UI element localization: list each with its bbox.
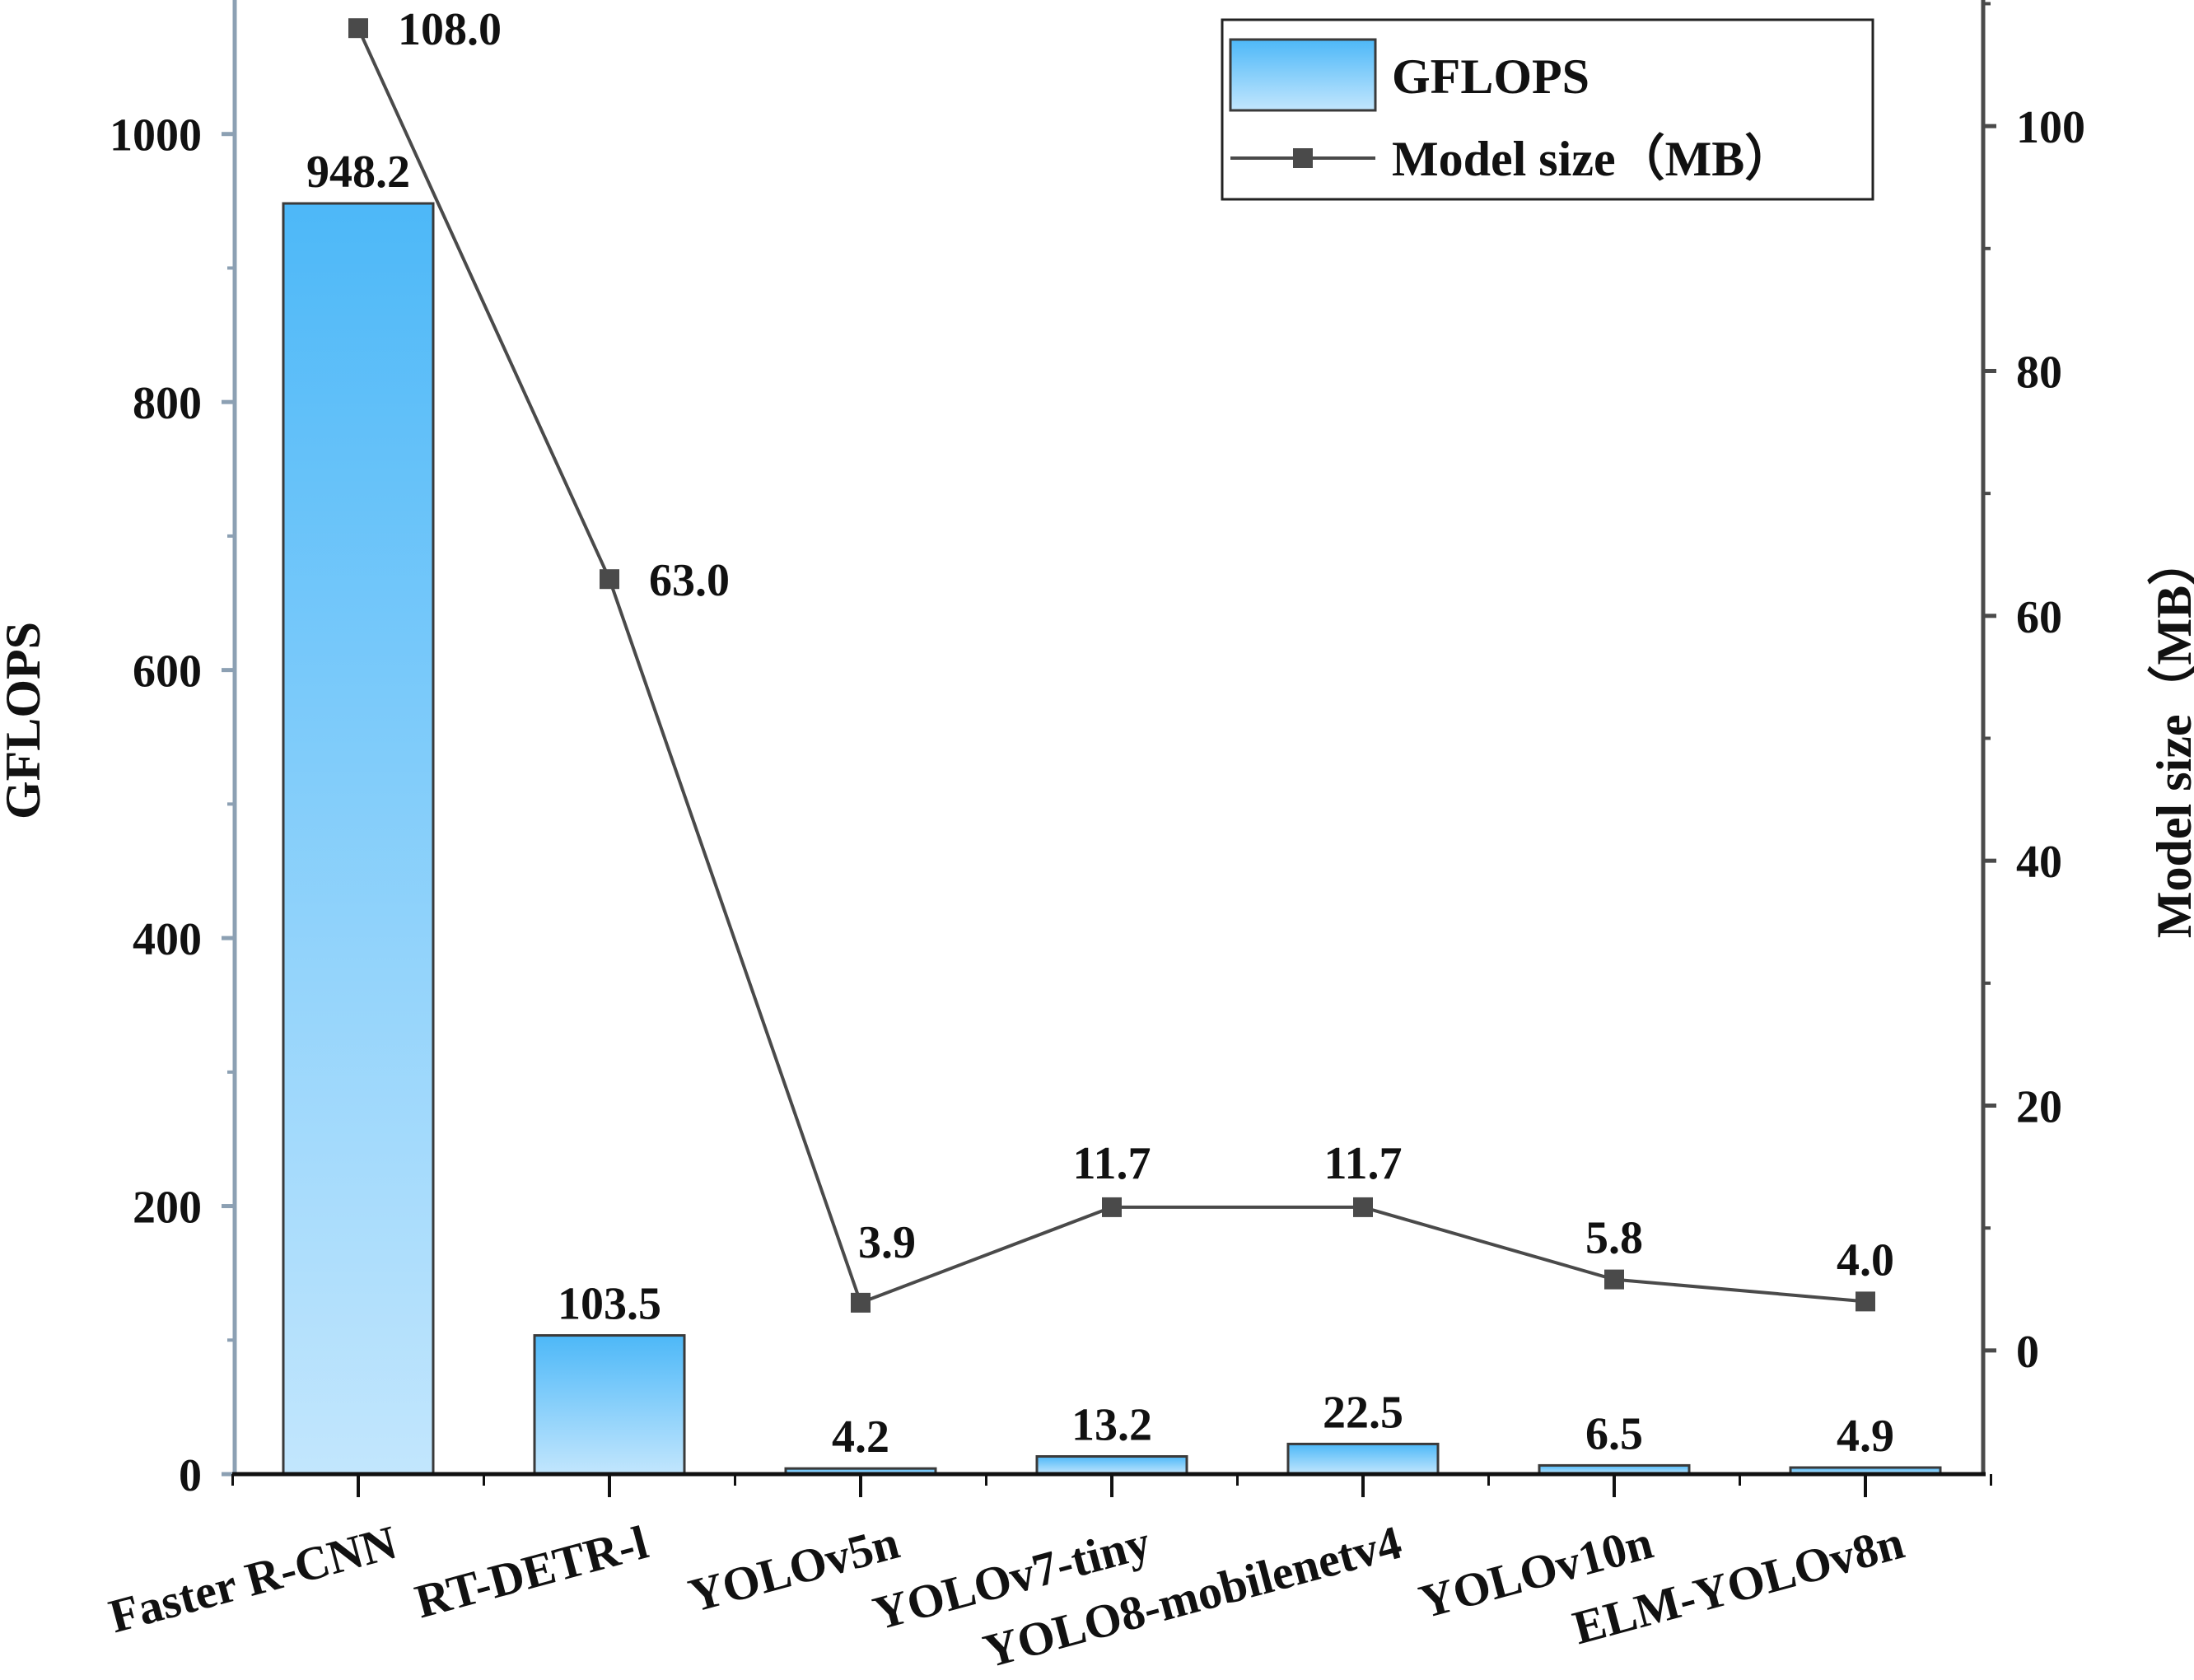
category-label-3: YOLOv5n — [683, 1515, 904, 1622]
bar-value-label-6: 6.5 — [1585, 1408, 1643, 1459]
line-point-2 — [600, 569, 619, 590]
left-tick-label-6: 1000 — [110, 110, 202, 161]
bar-1 — [282, 202, 435, 1476]
legend: GFLOPS Model size（MB） — [1221, 18, 1874, 201]
right-tick-label-2: 20 — [2016, 1082, 2062, 1133]
line-point-1 — [348, 18, 368, 39]
left-tick-label-4: 600 — [133, 646, 202, 698]
bar-value-label-7: 4.9 — [1837, 1411, 1894, 1462]
bar-4 — [1035, 1455, 1188, 1476]
line-point-7 — [1856, 1291, 1875, 1312]
right-tick-label-5: 80 — [2016, 347, 2062, 398]
left-tick-label-1: 0 — [179, 1450, 202, 1501]
y2-axis-title: Model size（MB） — [2146, 536, 2194, 938]
bar-value-label-2: 103.5 — [558, 1279, 661, 1330]
line-point-4 — [1102, 1197, 1122, 1217]
line-value-label-5: 11.7 — [1324, 1138, 1403, 1189]
line-value-label-2: 63.0 — [649, 555, 730, 606]
line-value-label-7: 4.0 — [1837, 1234, 1894, 1286]
line-point-6 — [1604, 1269, 1624, 1290]
line-value-label-1: 108.0 — [398, 4, 502, 55]
y-axis-title: GFLOPS — [0, 622, 50, 819]
legend-swatch-marker — [1293, 148, 1313, 168]
right-tick-label-3: 40 — [2016, 837, 2062, 888]
bar-value-label-1: 948.2 — [306, 147, 410, 198]
category-label-1: Faster R-CNN — [104, 1515, 403, 1644]
bar-5 — [1286, 1442, 1440, 1476]
legend-swatch-bar — [1229, 38, 1377, 112]
line-point-3 — [851, 1292, 871, 1313]
line-value-label-6: 5.8 — [1585, 1213, 1643, 1264]
bar-labels-group: 948.2 103.5 4.2 13.2 22.5 6.5 4.9 — [306, 147, 1894, 1463]
line-group: 108.0 63.0 3.9 11.7 11.7 5.8 4.0 — [348, 4, 1894, 1313]
right-tick-label-1: 0 — [2016, 1327, 2039, 1378]
legend-label-gflops: GFLOPS — [1392, 49, 1589, 104]
left-tick-label-2: 200 — [133, 1183, 202, 1234]
left-tick-label-3: 400 — [133, 914, 202, 965]
bar-value-label-4: 13.2 — [1071, 1400, 1152, 1451]
line-point-5 — [1353, 1197, 1373, 1217]
left-tick-label-5: 800 — [133, 378, 202, 429]
bar-2 — [533, 1334, 686, 1476]
model-size-line — [357, 27, 1866, 1305]
bar-value-label-5: 22.5 — [1323, 1387, 1403, 1438]
category-label-2: RT-DETR-l — [409, 1515, 653, 1629]
right-tick-label-4: 60 — [2016, 592, 2062, 643]
bar-value-label-3: 4.2 — [832, 1412, 889, 1463]
line-value-label-3: 3.9 — [858, 1217, 916, 1268]
legend-label-model-size: Model size（MB） — [1392, 131, 1794, 186]
right-tick-label-6: 100 — [2016, 102, 2085, 153]
bars-group — [282, 202, 1942, 1476]
line-value-label-4: 11.7 — [1073, 1138, 1151, 1189]
